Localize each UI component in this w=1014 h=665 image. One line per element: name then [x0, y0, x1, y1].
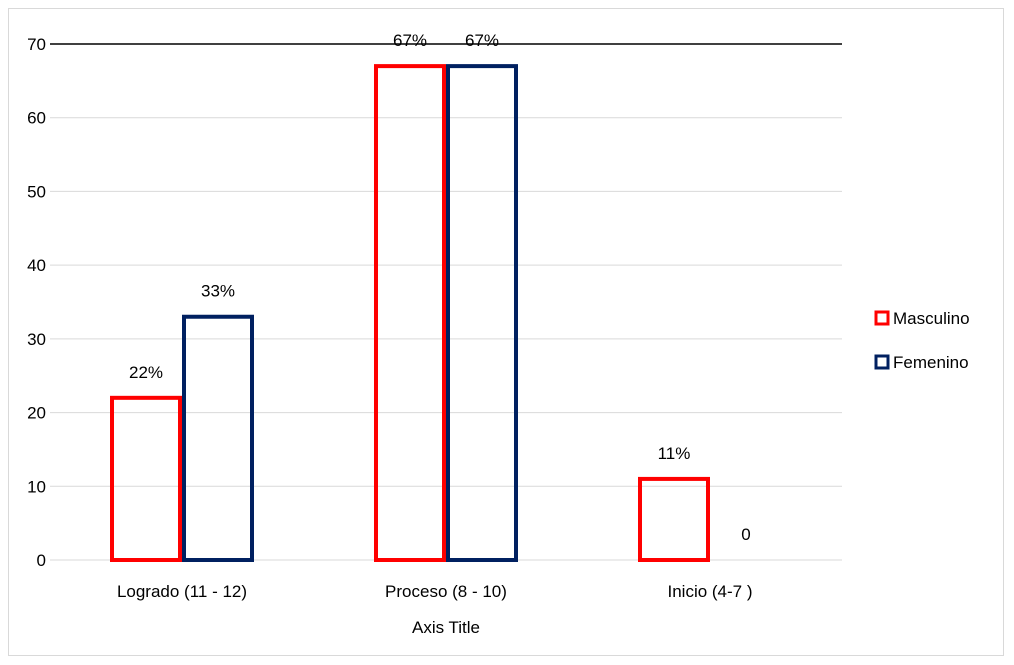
legend-swatch-masculino[interactable]	[874, 310, 890, 326]
y-tick-label: 50	[27, 182, 46, 201]
data-label: 67%	[393, 31, 427, 50]
y-tick-label: 70	[27, 35, 46, 54]
x-category-label: Proceso (8 - 10)	[385, 582, 507, 601]
data-label: 33%	[201, 282, 235, 301]
x-axis-title: Axis Title	[412, 618, 480, 637]
bar-masculino-1	[374, 64, 446, 562]
data-label: 0	[741, 525, 750, 544]
data-label: 11%	[658, 444, 691, 463]
legend-label-femenino[interactable]: Femenino	[893, 353, 969, 372]
data-labels: 22% 33% 67% 67% 11% 0	[129, 31, 751, 544]
bar-femenino-1	[446, 64, 518, 562]
y-tick-label: 10	[27, 477, 46, 496]
y-tick-label: 20	[27, 404, 46, 423]
x-category-label: Inicio (4-7 )	[667, 582, 752, 601]
data-label: 22%	[129, 363, 163, 382]
y-tick-label: 30	[27, 330, 46, 349]
y-axis-ticks: 0 10 20 30 40 50 60 70	[27, 35, 46, 570]
data-label: 67%	[465, 31, 499, 50]
bar-femenino-0	[182, 314, 254, 562]
y-tick-label: 40	[27, 256, 46, 275]
y-tick-label: 60	[27, 109, 46, 128]
bar-masculino-0	[110, 395, 182, 563]
x-axis-categories: Logrado (11 - 12) Proceso (8 - 10) Inicio …	[117, 582, 753, 601]
legend-swatch-femenino[interactable]	[874, 354, 890, 370]
x-category-label: Logrado (11 - 12)	[117, 582, 247, 601]
legend-label-masculino[interactable]: Masculino	[893, 309, 970, 328]
chart-area	[8, 8, 1004, 656]
y-tick-label: 0	[37, 551, 46, 570]
bars	[110, 64, 710, 563]
legend[interactable]: Masculino Femenino	[874, 309, 970, 372]
bar-masculino-2	[638, 476, 710, 562]
